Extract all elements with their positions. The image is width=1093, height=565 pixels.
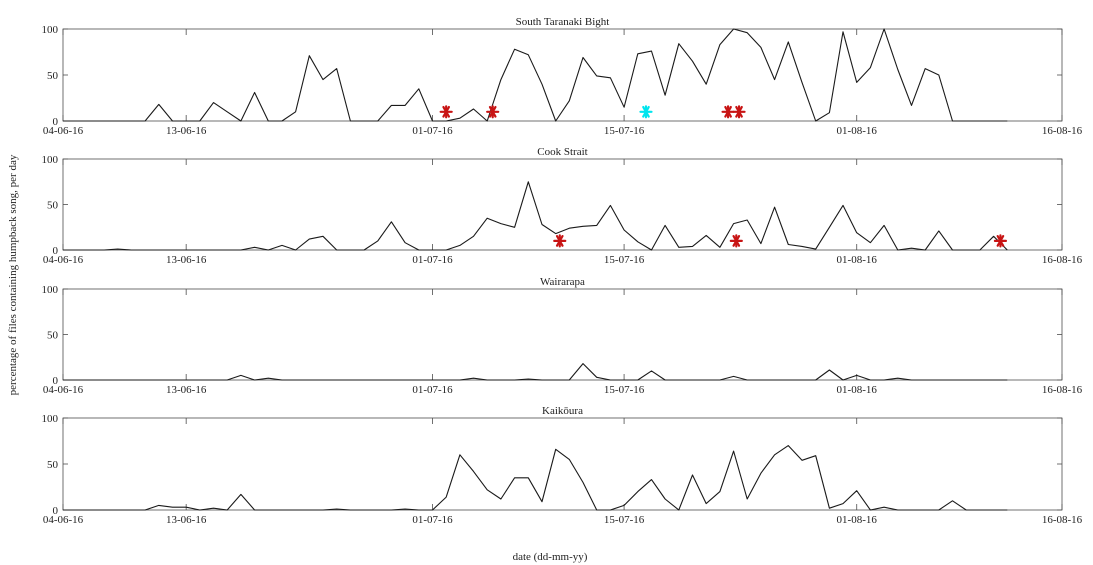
x-tick-label: 01-07-16 — [412, 514, 453, 526]
x-tick-label: 01-08-16 — [837, 125, 878, 137]
x-tick-label: 15-07-16 — [604, 384, 645, 396]
y-tick-label: 100 — [42, 24, 59, 36]
plot-frame — [62, 28, 1063, 122]
panels: South Taranaki Bight 0 50 100 04-06-16 13-06-… — [42, 16, 1083, 526]
x-tick-label: 04-06-16 — [43, 384, 84, 396]
y-tick-label: 50 — [47, 70, 59, 82]
x-tick-label: 16-08-16 — [1042, 254, 1083, 266]
panel-3: Kaikōura 0 50 100 04-06-16 13-06-16 01-07-16 15… — [42, 405, 1083, 526]
panel-title: Kaikōura — [542, 405, 583, 417]
x-tick-label: 13-06-16 — [166, 514, 207, 526]
y-tick-label: 50 — [47, 200, 59, 212]
series-line — [63, 445, 1008, 511]
x-tick-label: 13-06-16 — [166, 384, 207, 396]
y-tick-label: 0 — [53, 375, 59, 387]
detection-marker — [553, 234, 567, 248]
panel-title: South Taranaki Bight — [516, 16, 610, 28]
panel-0: South Taranaki Bight 0 50 100 04-06-16 13-06-… — [42, 16, 1083, 137]
detection-marker — [486, 105, 500, 119]
series-line — [63, 28, 1008, 122]
detection-marker — [993, 234, 1008, 248]
x-tick-label: 16-08-16 — [1042, 514, 1083, 526]
y-tick-label: 0 — [53, 116, 59, 128]
x-tick-label: 01-08-16 — [837, 514, 878, 526]
detection-marker — [732, 105, 746, 119]
plot-frame — [62, 288, 1063, 381]
y-tick-label: 100 — [42, 284, 59, 296]
panel-title: Wairarapa — [540, 276, 585, 288]
x-axis-label: date (dd-mm-yy) — [513, 551, 588, 563]
panel-2: Wairarapa 0 50 100 04-06-16 13-06-16 01-07-16 1… — [42, 276, 1083, 396]
series-line — [63, 363, 1008, 381]
detection-marker — [439, 105, 453, 119]
x-tick-label: 15-07-16 — [604, 125, 645, 137]
y-tick-label: 50 — [47, 459, 59, 471]
y-tick-label: 0 — [53, 245, 59, 257]
detection-marker — [639, 105, 653, 119]
x-tick-label: 01-07-16 — [412, 125, 453, 137]
x-tick-label: 16-08-16 — [1042, 125, 1083, 137]
detection-marker — [721, 105, 735, 119]
x-tick-label: 04-06-16 — [43, 514, 84, 526]
x-tick-label: 15-07-16 — [604, 254, 645, 266]
x-tick-label: 01-08-16 — [837, 384, 878, 396]
series-line — [63, 181, 1008, 251]
x-tick-label: 01-07-16 — [412, 384, 453, 396]
x-tick-label: 13-06-16 — [166, 125, 207, 137]
x-tick-label: 13-06-16 — [166, 254, 207, 266]
y-tick-label: 100 — [42, 413, 59, 425]
x-tick-label: 16-08-16 — [1042, 384, 1083, 396]
y-tick-label: 50 — [47, 330, 59, 342]
detection-marker — [729, 234, 743, 248]
x-tick-label: 04-06-16 — [43, 254, 84, 266]
y-tick-label: 0 — [53, 505, 59, 517]
panel-title: Cook Strait — [537, 146, 587, 158]
x-tick-label: 15-07-16 — [604, 514, 645, 526]
x-tick-label: 04-06-16 — [43, 125, 84, 137]
plot-frame — [62, 417, 1063, 511]
y-tick-label: 100 — [42, 154, 59, 166]
x-tick-label: 01-08-16 — [837, 254, 878, 266]
x-tick-label: 01-07-16 — [412, 254, 453, 266]
y-axis-label: percentage of files containing humpback … — [7, 154, 19, 395]
panel-1: Cook Strait 0 50 100 04-06-16 13-06-16 01-07-1… — [42, 146, 1083, 266]
